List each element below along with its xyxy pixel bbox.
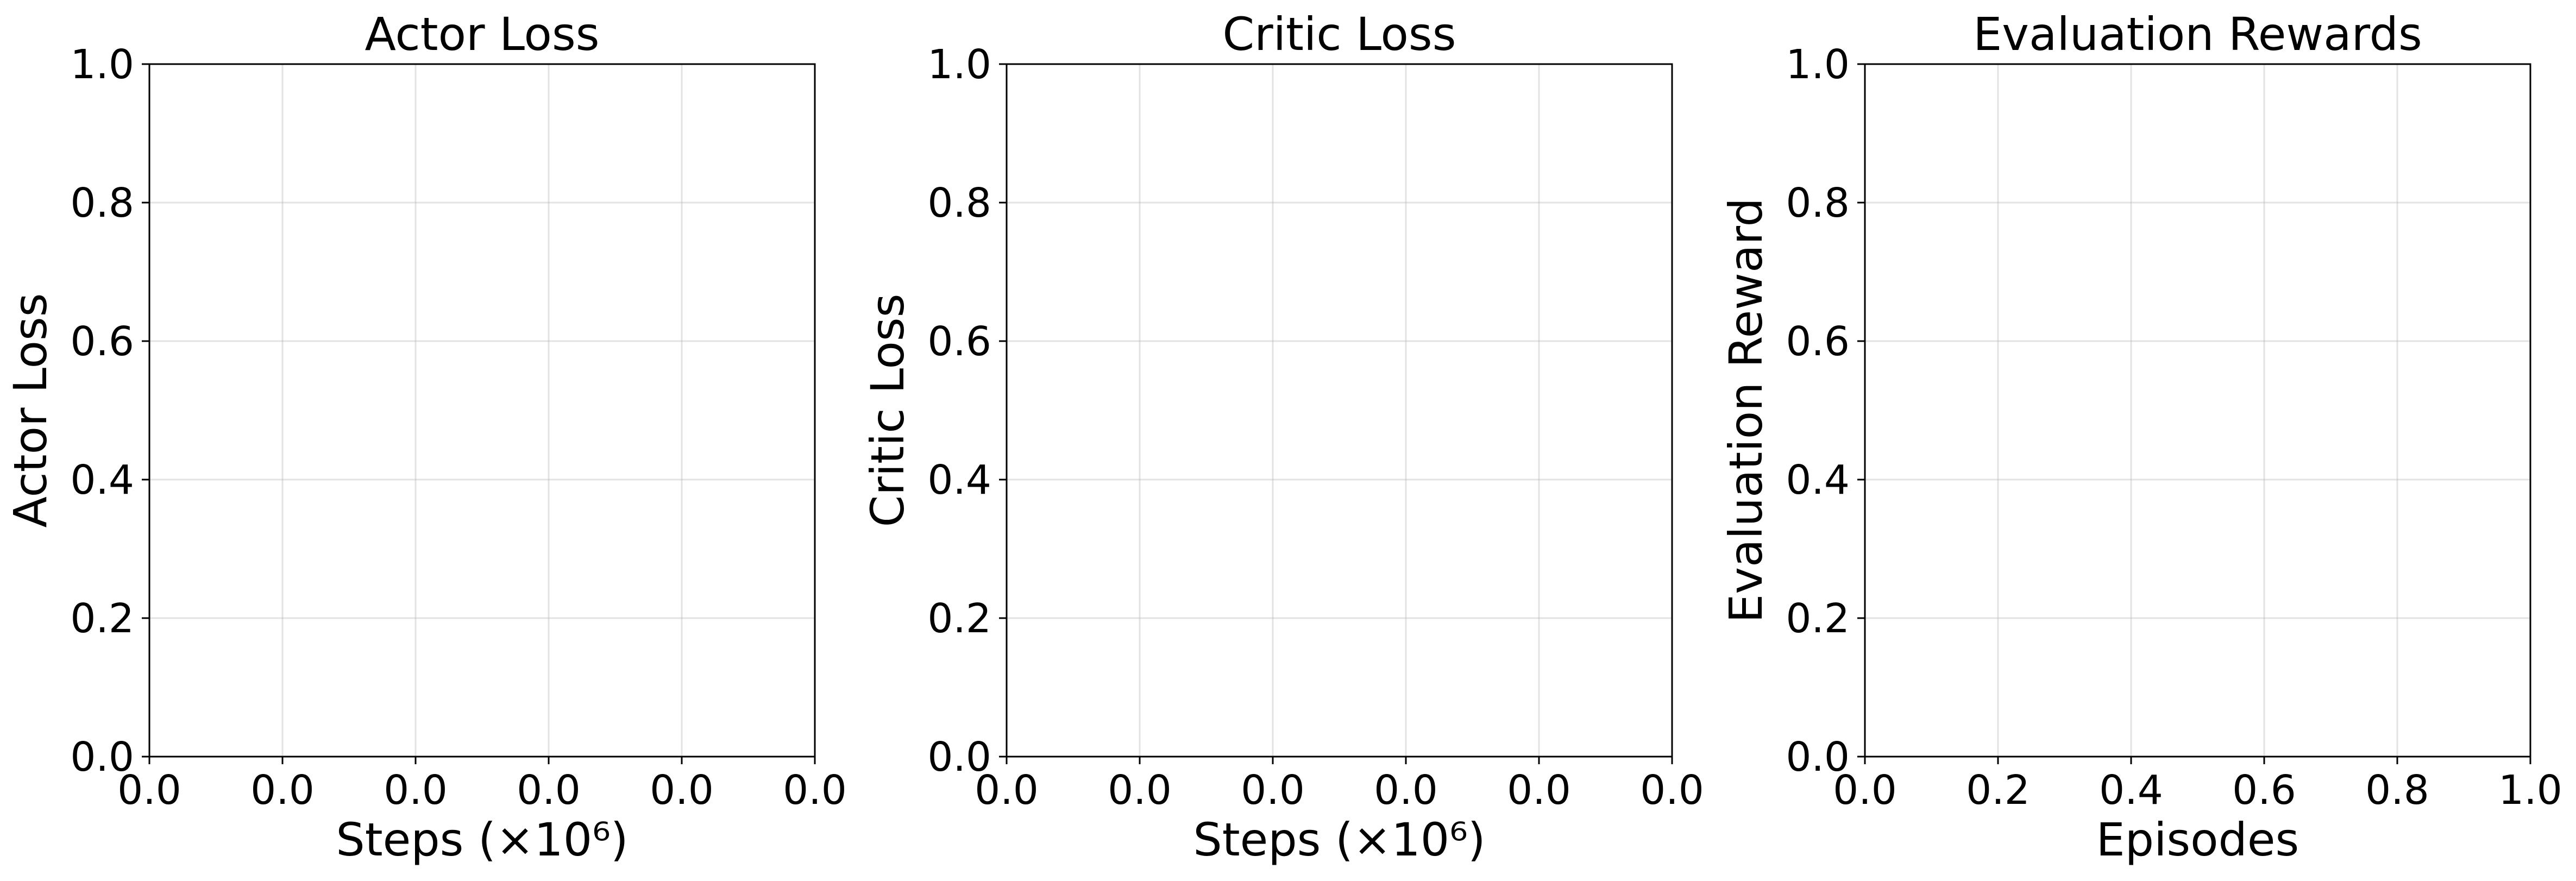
y-tick-label: 0.2 xyxy=(1786,595,1850,642)
x-tick-label: 0.0 xyxy=(1241,767,1305,814)
y-axis-label: Critic Loss xyxy=(861,294,914,527)
x-tick-label: 0.0 xyxy=(1640,767,1704,814)
chart-title: Actor Loss xyxy=(365,8,600,61)
plot-area xyxy=(148,63,816,758)
x-tick-label: 0.0 xyxy=(1507,767,1571,814)
y-axis-label: Evaluation Reward xyxy=(1719,198,1773,623)
y-tick-label: 0.8 xyxy=(927,180,991,226)
y-tick-label: 0.4 xyxy=(927,457,991,504)
x-axis-label: Steps (×10⁶) xyxy=(1193,813,1485,866)
x-tick-label: 0.2 xyxy=(1966,767,2030,814)
x-tick-label: 0.6 xyxy=(2232,767,2296,814)
y-tick-label: 1.0 xyxy=(1786,41,1850,88)
x-tick-label: 0.0 xyxy=(783,767,847,814)
subplot-2: 0.0 0.0 0.0 0.0 0.0 0.00.00.20.40.60.81.0Crit… xyxy=(861,8,1704,866)
chart-title: Critic Loss xyxy=(1223,8,1456,61)
y-tick-label: 0.0 xyxy=(927,734,991,781)
x-tick-label: 0.4 xyxy=(2099,767,2163,814)
y-tick-label: 0.4 xyxy=(70,457,134,504)
x-tick-label: 0.0 xyxy=(1108,767,1172,814)
y-tick-label: 0.8 xyxy=(1786,180,1850,226)
x-tick-label: 0.0 xyxy=(250,767,315,814)
y-tick-label: 0.0 xyxy=(1786,734,1850,781)
subplot-1: 0.0 0.0 0.0 0.0 0.0 0.00.00.20.40.60.81.0Acto… xyxy=(4,8,847,866)
x-tick-label: 0.0 xyxy=(384,767,448,814)
y-tick-label: 1.0 xyxy=(70,41,134,88)
subplot-3: 0.0 0.2 0.4 0.6 0.8 1.0 0.0 0.2 0.4 0.6 0.8 1.0 Eval… xyxy=(1719,8,2562,866)
x-tick-label: 0.0 xyxy=(517,767,581,814)
x-tick-label: 0.0 xyxy=(1374,767,1438,814)
y-tick-label: 0.6 xyxy=(70,318,134,365)
y-tick-label: 0.2 xyxy=(927,595,991,642)
x-tick-label: 0.0 xyxy=(975,767,1039,814)
y-tick-label: 0.2 xyxy=(70,595,134,642)
chart-title: Evaluation Rewards xyxy=(1973,8,2422,61)
y-tick-label: 0.0 xyxy=(70,734,134,781)
x-axis-label: Steps (×10⁶) xyxy=(336,813,628,866)
plot-area xyxy=(1006,63,1673,758)
x-tick-label: 1.0 xyxy=(2498,767,2562,814)
y-axis-label: Actor Loss xyxy=(4,293,57,528)
x-tick-label: 0.8 xyxy=(2365,767,2429,814)
x-tick-label: 0.0 xyxy=(1833,767,1897,814)
x-tick-label: 0.0 xyxy=(117,767,181,814)
x-tick-label: 0.0 xyxy=(650,767,714,814)
plot-area xyxy=(1864,63,2531,758)
y-tick-label: 1.0 xyxy=(927,41,991,88)
y-tick-label: 0.6 xyxy=(1786,318,1850,365)
x-axis-label: Episodes xyxy=(2096,813,2299,866)
y-tick-label: 0.8 xyxy=(70,180,134,226)
y-tick-label: 0.4 xyxy=(1786,457,1850,504)
y-tick-label: 0.6 xyxy=(927,318,991,365)
